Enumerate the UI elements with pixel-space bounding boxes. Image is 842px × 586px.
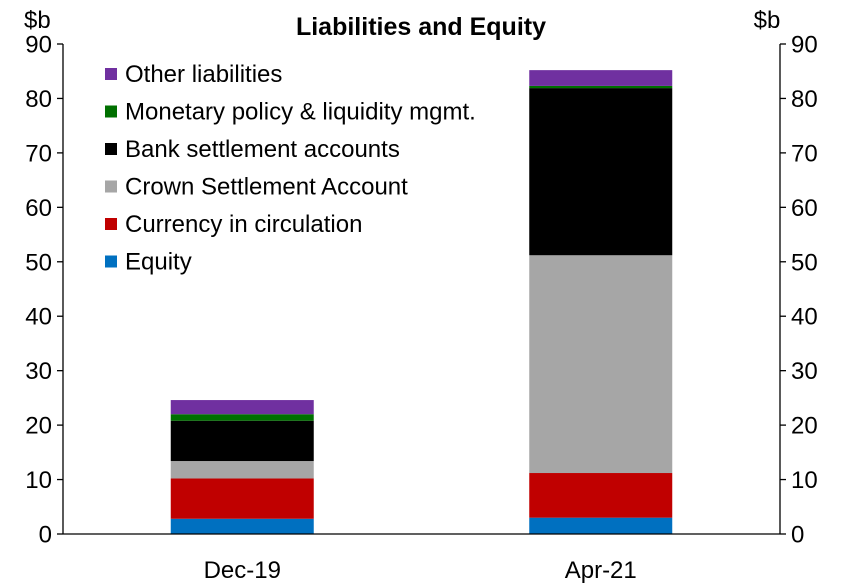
right-tick-label: 50	[791, 249, 818, 276]
legend-swatch	[105, 218, 117, 230]
right-tick-label: 0	[791, 522, 804, 549]
legend-swatch	[105, 180, 117, 193]
bar-segment-dec-19-bank-settlement-accounts	[170, 420, 314, 462]
category-label: Dec-19	[204, 557, 281, 584]
bar-segment-apr-21-other-liabilities	[529, 70, 673, 86]
bar-segment-apr-21-bank-settlement-accounts	[529, 88, 673, 256]
right-tick-label: 60	[791, 195, 818, 222]
left-tick-label: 90	[25, 32, 52, 59]
bar-segment-apr-21-currency-in-circulation	[529, 473, 673, 518]
bar-segment-dec-19-other-liabilities	[170, 400, 314, 415]
left-tick-label: 10	[25, 467, 52, 494]
bar-segment-apr-21-crown-settlement-account	[529, 255, 673, 474]
left-tick-label: 30	[25, 358, 52, 385]
left-tick-label: 60	[25, 195, 52, 222]
left-tick-label: 50	[25, 249, 52, 276]
bar-segment-dec-19-monetary-policy-liquidity-mgmt	[170, 414, 314, 421]
legend-label: Equity	[125, 249, 192, 276]
chart-title: Liabilities and Equity	[296, 13, 546, 41]
right-tick-label: 90	[791, 32, 818, 59]
axes-layer: 0 0 10 10 20 20 30 30 40 40 50 50 60 60 70 70 80 80 90 90 De…	[25, 32, 817, 585]
right-tick-label: 40	[791, 304, 818, 331]
left-tick-label: 40	[25, 304, 52, 331]
legend-label: Crown Settlement Account	[125, 174, 408, 201]
right-tick-label: 70	[791, 140, 818, 167]
legend-label: Other liabilities	[125, 61, 282, 88]
right-axis-unit: $b	[754, 7, 781, 34]
legend-swatch	[105, 143, 117, 155]
left-tick-label: 20	[25, 413, 52, 440]
category-label: Apr-21	[565, 557, 637, 584]
bars-layer	[170, 70, 673, 534]
right-tick-label: 20	[791, 413, 818, 440]
right-tick-label: 30	[791, 358, 818, 385]
left-tick-label: 70	[25, 140, 52, 167]
right-tick-label: 10	[791, 467, 818, 494]
bar-segment-dec-19-crown-settlement-account	[170, 461, 314, 479]
legend-label: Bank settlement accounts	[125, 136, 400, 163]
bar-segment-apr-21-equity	[529, 517, 673, 534]
bar-segment-dec-19-equity	[170, 518, 314, 534]
legend-swatch	[105, 105, 117, 118]
left-axis-unit: $b	[24, 7, 51, 34]
legend-label: Monetary policy & liquidity mgmt.	[125, 99, 476, 126]
legend-label: Currency in circulation	[125, 211, 362, 238]
bar-segment-apr-21-monetary-policy-liquidity-mgmt	[529, 85, 673, 89]
bar-segment-dec-19-currency-in-circulation	[170, 478, 314, 519]
legend-swatch	[105, 255, 117, 268]
left-tick-label: 0	[39, 522, 52, 549]
right-tick-label: 80	[791, 86, 818, 113]
legend: Other liabilities Monetary policy & liqui…	[105, 61, 476, 276]
left-tick-label: 80	[25, 86, 52, 113]
legend-swatch	[105, 68, 117, 80]
